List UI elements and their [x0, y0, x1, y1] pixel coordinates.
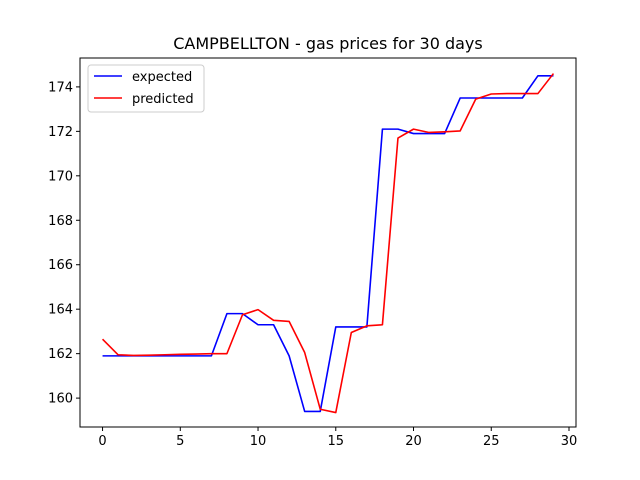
plot-lines	[101, 73, 555, 414]
x-tick-label: 15	[328, 434, 345, 449]
legend-label-predicted: predicted	[132, 92, 194, 107]
x-tick-label: 30	[561, 434, 578, 449]
x-tick-label: 10	[250, 434, 267, 449]
legend-label-expected: expected	[132, 70, 192, 85]
x-tick-label: 0	[98, 434, 106, 449]
plot-frame	[79, 57, 577, 428]
chart-title: CAMPBELLTON - gas prices for 30 days	[173, 34, 482, 53]
y-tick-label: 174	[48, 80, 73, 95]
legend: expected predicted	[87, 64, 205, 113]
y-axis: 160 162 164 166 168 170 172 174	[48, 80, 80, 407]
y-tick-label: 164	[48, 303, 73, 318]
y-tick-label: 160	[48, 392, 73, 407]
y-tick-label: 172	[48, 125, 73, 140]
series-line-predicted	[101, 73, 555, 414]
y-tick-label: 170	[48, 169, 73, 184]
x-tick-label: 5	[176, 434, 184, 449]
series-line-expected	[102, 74, 554, 413]
y-tick-label: 168	[48, 214, 73, 229]
y-tick-label: 162	[48, 347, 73, 362]
y-tick-label: 166	[48, 258, 73, 273]
x-tick-label: 25	[483, 434, 500, 449]
x-axis: 0 5 10 15 20 25 30	[98, 427, 577, 449]
x-tick-label: 20	[405, 434, 422, 449]
